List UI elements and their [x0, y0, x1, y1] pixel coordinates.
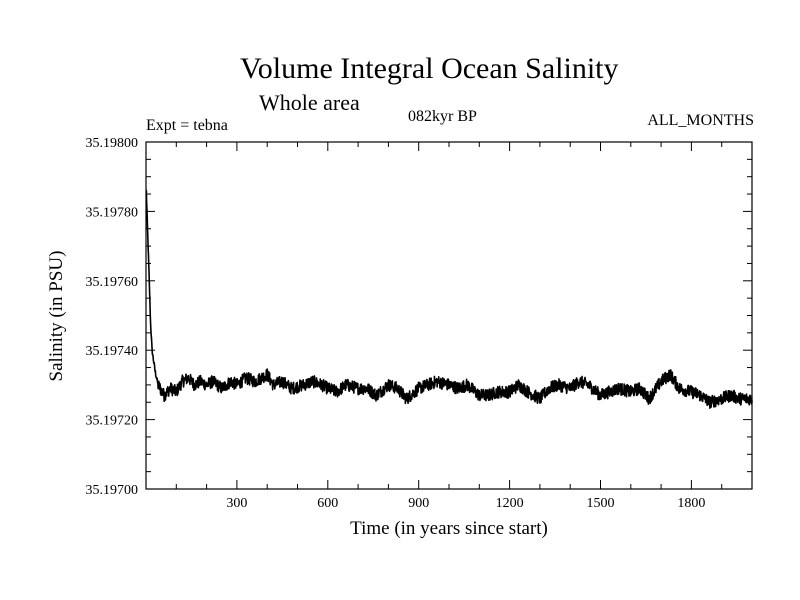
- x-tick-label: 1800: [677, 496, 705, 511]
- x-tick-label: 1500: [587, 496, 615, 511]
- y-tick-label: 35.19740: [86, 344, 139, 359]
- y-tick-label: 35.19780: [86, 205, 139, 220]
- tick-layer: 300 600 900 1200 1500 1800 35.19700 35.19720 35.…: [86, 136, 752, 511]
- chart-subtitle: Whole area: [259, 90, 360, 115]
- plot-frame: [145, 141, 753, 490]
- x-tick-label: 300: [226, 496, 247, 511]
- y-tick-label: 35.19760: [86, 275, 139, 290]
- y-tick-label: 35.19720: [86, 414, 139, 429]
- experiment-label: Expt = tebna: [146, 117, 228, 134]
- y-axis-label: Salinity (in PSU): [46, 251, 67, 382]
- salinity-series-line: [145, 189, 753, 409]
- x-tick-label: 900: [408, 496, 429, 511]
- plot-layer: [145, 189, 753, 409]
- period-label: 082kyr BP: [408, 108, 477, 125]
- y-tick-label: 35.19800: [86, 136, 139, 151]
- x-tick-label: 600: [317, 496, 338, 511]
- chart-title: Volume Integral Ocean Salinity: [240, 52, 619, 85]
- x-tick-label: 1200: [496, 496, 524, 511]
- y-tick-label: 35.19700: [86, 483, 139, 498]
- x-axis-label: Time (in years since start): [350, 518, 548, 539]
- months-label: ALL_MONTHS: [647, 112, 754, 129]
